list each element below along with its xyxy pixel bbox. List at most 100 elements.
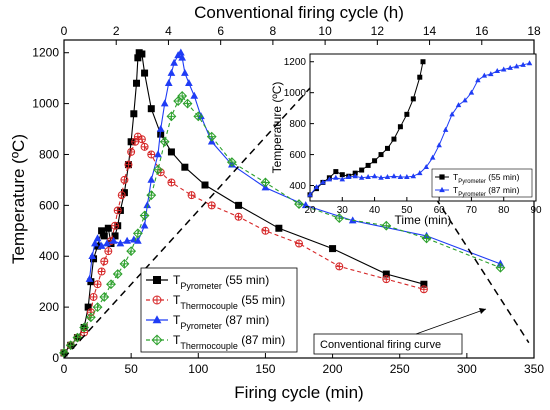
inset-data-point-s1 <box>397 174 404 180</box>
inset-legend-label-0: TPyrometer (55 min) <box>453 172 520 185</box>
y-tick-label: 1000 <box>32 97 59 111</box>
legend-label-3: TThermocouple (87 min) <box>173 333 285 351</box>
inset-data-point-s1 <box>462 97 468 103</box>
inset-legend-marker-1 <box>439 186 445 193</box>
data-point-s2 <box>93 234 102 242</box>
inset-data-point-s1 <box>455 102 462 108</box>
annotation-box <box>313 333 463 355</box>
data-point-s2 <box>190 91 199 99</box>
x-tick-label: 50 <box>124 362 138 376</box>
y-tick-label: 800 <box>39 147 59 161</box>
data-point-s1 <box>207 201 216 210</box>
x-tick-label: 250 <box>390 362 410 376</box>
inset-data-point-s1 <box>449 111 455 117</box>
data-point-s3 <box>334 213 345 223</box>
legend-marker-0 <box>153 276 161 284</box>
data-point-s3 <box>146 190 157 201</box>
x2-tick-label: 12 <box>371 24 385 38</box>
inset-legend-box <box>431 168 533 198</box>
data-point-s1 <box>147 150 156 159</box>
data-point-s3 <box>159 136 170 147</box>
inset-legend: TPyrometer (55 min)TPyrometer (87 min) <box>431 168 533 198</box>
legend-box <box>140 267 298 353</box>
data-point-s3 <box>206 131 217 142</box>
inset-data-point-s0 <box>365 162 371 168</box>
data-point-s2 <box>170 58 178 66</box>
data-point-s1 <box>295 239 303 248</box>
inset-data-point-s0 <box>339 172 345 178</box>
data-point-s1 <box>93 280 102 289</box>
data-point-s2 <box>88 252 97 260</box>
inset-data-point-s0 <box>404 111 410 117</box>
data-point-s1 <box>100 257 109 266</box>
inset-data-point-s1 <box>404 174 410 180</box>
data-point-s2 <box>178 53 187 61</box>
series-line-0 <box>63 51 425 354</box>
data-point-s2 <box>185 79 193 87</box>
inset-x-tick-label: 70 <box>466 205 478 216</box>
inset-data-point-s1 <box>417 170 423 176</box>
annotation-arrow <box>415 308 487 335</box>
data-point-s2 <box>123 236 131 244</box>
x-tick-label: 0 <box>61 362 68 376</box>
data-point-s2 <box>197 112 205 120</box>
y-tick-label: 200 <box>39 300 59 314</box>
x2-tick-label: 8 <box>270 24 277 38</box>
data-point-s1 <box>104 247 113 256</box>
y-tick-label: 1200 <box>32 46 59 60</box>
inset-y-tick-label: 1200 <box>284 57 307 68</box>
data-point-s2 <box>134 236 142 244</box>
inset-data-point-s1 <box>520 61 526 67</box>
data-point-s0 <box>275 224 283 232</box>
inset-data-point-s1 <box>352 173 358 179</box>
x-tick-label: 150 <box>255 362 275 376</box>
data-point-s1 <box>167 178 176 187</box>
x-tick-label: 350 <box>524 362 544 376</box>
legend-label-0: TPyrometer (55 min) <box>173 273 269 291</box>
annotation-group: Conventional firing curve <box>313 308 487 355</box>
data-point-s0 <box>167 148 175 156</box>
inset-data-point-s1 <box>507 64 513 70</box>
data-point-s1 <box>113 206 122 215</box>
x-tick-label: 300 <box>457 362 477 376</box>
data-point-s3 <box>139 210 150 221</box>
data-point-s1 <box>124 160 133 169</box>
data-point-s1 <box>111 221 120 230</box>
inset-data-point-s1 <box>307 191 313 197</box>
inset-data-point-s1 <box>494 68 501 74</box>
data-point-s2 <box>103 239 111 247</box>
data-point-s2 <box>164 79 173 87</box>
data-point-s3 <box>106 279 116 290</box>
data-point-s1 <box>97 267 106 276</box>
annotation-label: Conventional firing curve <box>320 339 441 351</box>
series-line-3 <box>63 95 501 354</box>
data-point-s1 <box>261 226 270 235</box>
data-point-s2 <box>154 150 162 158</box>
series-line-2 <box>88 51 501 280</box>
inset-data-point-s1 <box>320 179 326 185</box>
data-point-s3 <box>126 246 137 257</box>
data-point-s0 <box>382 270 390 278</box>
x2-tick-label: 0 <box>61 24 68 38</box>
x2-tick-label: 6 <box>217 24 224 38</box>
inset-data-point-s1 <box>410 173 417 179</box>
data-point-s0 <box>100 232 108 240</box>
inset-x-tick-label: 20 <box>304 205 316 216</box>
inset-data-point-s0 <box>391 136 397 142</box>
legend-label-1: TThermocouple (55 min) <box>173 293 285 311</box>
inset-data-point-s1 <box>481 72 488 78</box>
data-point-s3 <box>85 312 96 323</box>
annotation-arrowhead <box>479 308 486 314</box>
inset-data-point-s1 <box>500 66 507 72</box>
series-line-4 <box>63 62 530 359</box>
data-point-s0 <box>181 163 189 171</box>
inset-x-tick-label: 50 <box>401 205 413 216</box>
data-point-s0 <box>130 110 138 118</box>
inset-data-point-s0 <box>384 145 390 151</box>
x2-tick-label: 10 <box>318 24 332 38</box>
inset-y-tick-label: 600 <box>289 150 306 161</box>
data-point-s2 <box>181 68 189 76</box>
data-point-s2 <box>143 201 152 209</box>
data-point-s1 <box>131 137 140 146</box>
